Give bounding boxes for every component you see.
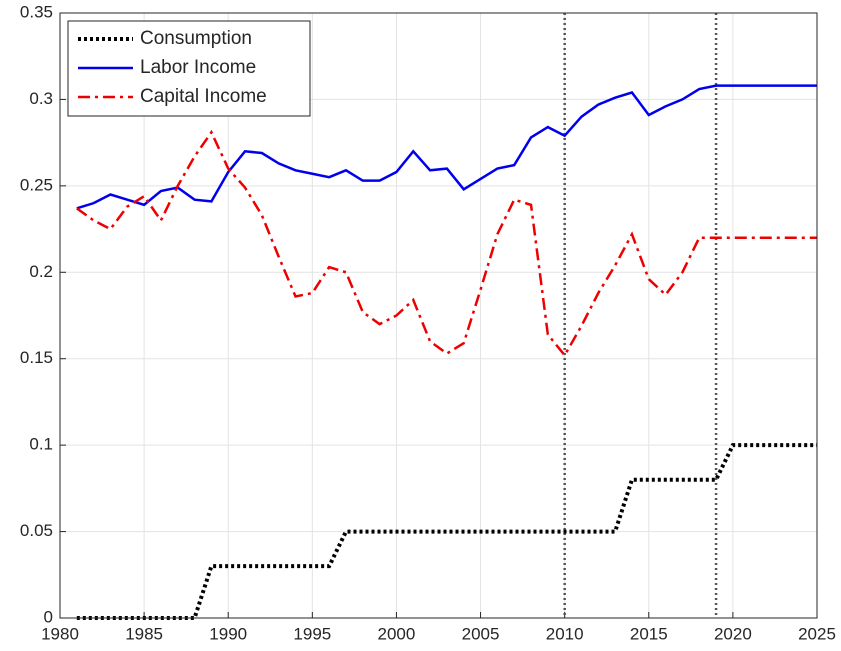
y-tick-label: 0.25	[20, 175, 53, 194]
legend-label: Labor Income	[140, 57, 256, 78]
x-tick-label: 1980	[41, 624, 79, 643]
x-tick-label: 1995	[293, 624, 331, 643]
y-tick-label: 0	[44, 607, 53, 626]
y-tick-label: 0.1	[29, 435, 53, 454]
x-tick-label: 2005	[462, 624, 500, 643]
legend-label: Capital Income	[140, 86, 267, 107]
legend-label: Consumption	[140, 28, 252, 49]
data-line	[76, 84, 817, 210]
y-tick-label: 0.35	[20, 2, 53, 21]
x-tick-label: 1985	[125, 624, 163, 643]
x-tick-label: 1990	[209, 624, 247, 643]
x-tick-label: 2015	[630, 624, 668, 643]
y-tick-label: 0.3	[29, 89, 53, 108]
x-tick-label: 2025	[798, 624, 836, 643]
x-tick-label: 2000	[378, 624, 416, 643]
axes-box	[59, 12, 818, 619]
y-tick-label: 0.2	[29, 262, 53, 281]
data-line	[76, 129, 817, 358]
y-tick-label: 0.15	[20, 348, 53, 367]
x-tick-label: 2010	[546, 624, 584, 643]
x-tick-label: 2020	[714, 624, 752, 643]
y-tick-label: 0.05	[20, 521, 53, 540]
